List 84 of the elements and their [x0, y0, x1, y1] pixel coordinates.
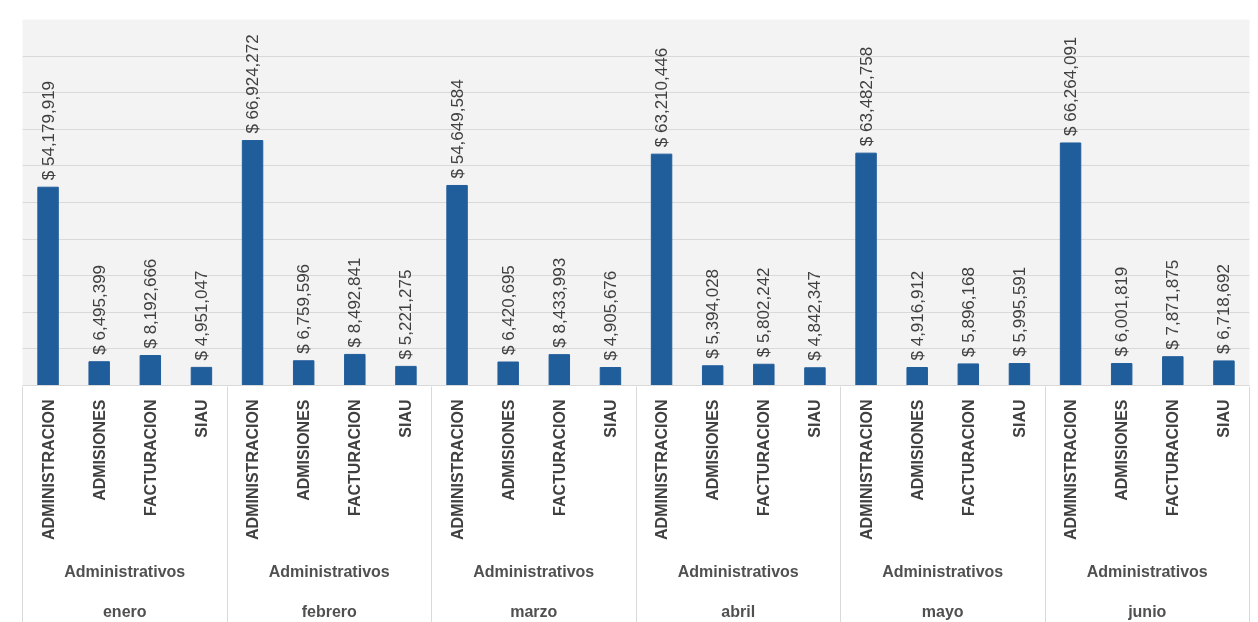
x-tick-label: FACTURACION — [141, 399, 159, 516]
text: febrero — [301, 602, 358, 620]
data-label: $ 4,905,676 — [600, 270, 620, 361]
x-tick-label: ADMISIONES — [90, 399, 108, 501]
bar — [855, 152, 877, 386]
bar — [1110, 363, 1133, 386]
x-tick-label: SIAU — [806, 399, 824, 438]
x-tick-label: ADMISIONES — [499, 399, 517, 501]
bar — [37, 186, 59, 386]
data-label: $ 63,210,446 — [652, 47, 672, 148]
data-label: $ 5,802,242 — [754, 267, 774, 358]
bar — [190, 366, 213, 386]
x-tick-label: ADMINISTRACION — [39, 399, 57, 540]
bar — [804, 367, 826, 386]
x-tick-label: SIAU — [397, 399, 415, 438]
data-label: $ 6,495,399 — [89, 264, 109, 355]
data-label: $ 54,179,919 — [38, 80, 58, 181]
data-label: $ 4,842,347 — [805, 270, 825, 361]
data-label: $ 6,420,695 — [498, 265, 518, 355]
text: abril — [721, 602, 756, 620]
x-tick-label: FACTURACION — [755, 399, 773, 516]
data-label: $ 6,759,596 — [294, 263, 314, 354]
x-tick-label: ADMISIONES — [908, 399, 926, 501]
bar — [753, 363, 775, 386]
x-tick-label: FACTURACION — [1164, 399, 1182, 516]
x-tick-label: SIAU — [601, 399, 619, 438]
bar — [1008, 363, 1031, 386]
data-label: $ 5,995,591 — [1009, 266, 1029, 357]
text: Administrativos — [1086, 562, 1208, 580]
bar — [344, 353, 366, 386]
data-label: $ 6,001,819 — [1112, 266, 1132, 357]
x-tick-label: SIAU — [1010, 399, 1028, 438]
x-tick-label: ADMINISTRACION — [857, 399, 875, 540]
x-tick-label: ADMINISTRACION — [653, 399, 671, 540]
bar — [701, 365, 724, 386]
bar — [1213, 360, 1235, 386]
bar — [88, 361, 110, 386]
x-tick-label: FACTURACION — [346, 399, 364, 516]
x-tick-label: SIAU — [1215, 399, 1233, 438]
text: marzo — [510, 602, 558, 620]
text: Administrativos — [882, 562, 1004, 580]
x-tick-label: FACTURACION — [959, 399, 977, 516]
x-tick-label: FACTURACION — [550, 399, 568, 516]
text: Administrativos — [64, 562, 186, 580]
data-label: $ 8,192,666 — [140, 258, 160, 349]
bar — [241, 140, 264, 386]
bar — [395, 365, 417, 386]
x-tick-label: ADMINISTRACION — [1062, 399, 1080, 540]
data-label: $ 4,951,047 — [191, 270, 211, 361]
x-tick-label: ADMISIONES — [295, 399, 313, 501]
bar — [1059, 142, 1082, 386]
text: Administrativos — [268, 562, 390, 580]
bar — [292, 360, 315, 386]
data-label: $ 4,916,912 — [907, 270, 927, 361]
text: junio — [1127, 602, 1167, 620]
text: mayo — [921, 602, 964, 620]
text: Administrativos — [677, 562, 799, 580]
bar — [957, 363, 980, 386]
data-label: $ 5,896,168 — [958, 267, 978, 357]
bar — [650, 153, 673, 386]
bar — [446, 184, 468, 386]
data-label: $ 7,871,875 — [1163, 259, 1183, 350]
bar — [906, 367, 928, 386]
data-label: $ 63,482,758 — [856, 46, 876, 147]
x-tick-label: ADMINISTRACION — [448, 399, 466, 540]
data-label: $ 54,649,584 — [447, 79, 467, 179]
x-tick-label: ADMISIONES — [704, 399, 722, 501]
x-tick-label: SIAU — [192, 399, 210, 438]
bar — [139, 355, 162, 386]
data-label: $ 8,433,993 — [549, 257, 569, 348]
data-label: $ 5,221,275 — [396, 269, 416, 360]
data-label: $ 66,264,091 — [1061, 36, 1081, 136]
bar — [497, 361, 519, 386]
data-label: $ 5,394,028 — [703, 268, 723, 359]
text: Administrativos — [473, 562, 595, 580]
bar — [548, 354, 571, 386]
text: enero — [102, 602, 147, 620]
data-label: $ 66,924,272 — [243, 34, 263, 134]
bar — [1162, 356, 1184, 386]
bar — [599, 367, 622, 386]
data-label: $ 8,492,841 — [345, 257, 365, 348]
x-tick-label: ADMINISTRACION — [244, 399, 262, 540]
data-label: $ 6,718,692 — [1214, 264, 1234, 354]
x-tick-label: ADMISIONES — [1113, 399, 1131, 501]
